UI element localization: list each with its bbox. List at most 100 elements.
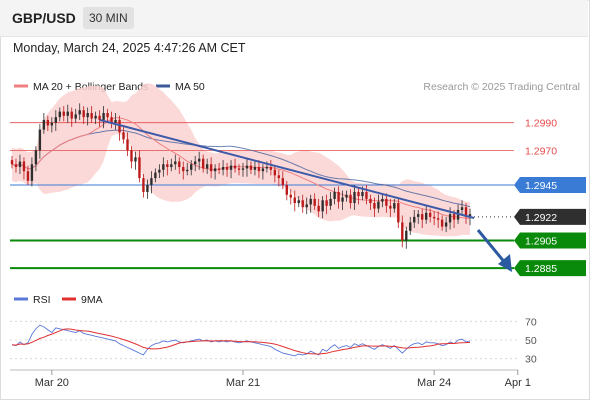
candle-body [190,164,193,170]
chart-datetime: Monday, March 24, 2025 4:47:26 AM CET [13,41,246,55]
candle-body [26,171,30,181]
candle [245,158,249,177]
candle-body [118,119,121,133]
candle-body [146,185,149,192]
candle-body [444,222,448,227]
candle [432,211,436,226]
candle-body [341,197,344,202]
candle [122,126,125,144]
candle [428,208,432,223]
candle-body [452,214,456,220]
candle [297,196,300,208]
level-label-1.2990: 1.2990 [525,118,557,130]
candle-body [436,218,440,220]
candle-body [464,207,468,217]
candle [440,215,444,231]
candle-body [297,200,300,204]
candle-body [281,178,285,186]
candle [321,196,324,219]
candle-body [213,168,217,172]
candle [460,200,464,216]
candle [221,160,225,176]
candle [86,107,89,126]
candle-body [389,205,392,209]
candle-body [186,169,189,172]
candle [42,113,46,134]
candle-body [174,161,177,165]
candle-body [409,222,412,231]
candle [365,185,368,205]
candle-body [134,157,137,162]
candle [393,198,396,213]
candle-body [14,164,18,168]
candle [293,190,296,212]
candle-body [78,110,81,115]
level-label-1.2885: 1.2885 [525,263,557,275]
candle-body [126,139,129,151]
candle-body [468,214,472,217]
candle [417,209,420,224]
candle [70,107,73,127]
candle-body [62,111,65,116]
candle-body [305,204,308,208]
candle [213,164,217,180]
candle [62,106,65,122]
rsi-scale-label-70: 70 [525,316,537,328]
candle [333,187,336,205]
candle-body [138,157,141,179]
candle [217,162,221,174]
downtrend-line [99,119,475,219]
candle [385,193,388,213]
price-level-labels: 1.2990 1.2970 1.2945 1.2922 1.2905 1.2885 [514,118,586,277]
rsi-legend-label: RSI [33,294,51,306]
candle [405,226,408,249]
candle [424,205,428,224]
candle-body [337,191,340,202]
candle [341,190,344,210]
candle [170,158,173,172]
candle-body [114,119,117,123]
candle-body [110,117,113,123]
time-axis: Mar 20 Mar 21 Mar 24 Apr 1 [35,370,531,389]
candle-body [293,197,296,204]
candle-body [289,194,292,198]
candle-body [221,167,225,170]
candlesticks [10,103,472,249]
forecast-arrow-head [498,254,512,272]
candle-body [385,198,388,206]
candle [102,106,105,129]
candle [38,124,42,159]
candle-body [158,169,161,173]
rsi-scale-label-30: 30 [525,354,537,366]
candle [277,169,281,187]
candle [436,211,440,228]
candle [118,115,121,141]
trendline [99,119,512,272]
candle-body [460,207,464,210]
level-tag-1.2945 [514,177,586,194]
candle [409,216,412,235]
candle-body [265,167,269,169]
price-levels [10,122,514,270]
candle [82,106,85,125]
candle-body [440,219,444,227]
candle-body [397,203,400,223]
candle-body [317,205,320,212]
candle-body [245,165,249,169]
candle-body [285,185,288,195]
candle-body [94,115,97,119]
candle [158,164,161,179]
timeframe-badge[interactable]: 30 MIN [83,7,134,29]
candle [345,190,348,202]
candle-body [424,212,428,220]
rsi-panel: 70 50 30 [10,316,537,366]
candle [46,115,50,132]
candle [50,117,54,133]
candle-body [377,201,380,209]
candle-body [233,165,237,169]
candle [162,157,165,177]
candle-body [209,164,213,172]
candle-body [30,164,34,181]
candle-body [405,230,408,241]
candle-body [66,111,69,116]
